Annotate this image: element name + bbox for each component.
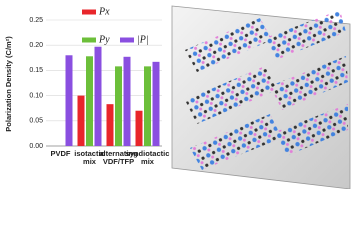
y-tick-label: 0.10 xyxy=(29,92,43,99)
bar xyxy=(135,110,143,146)
bar xyxy=(106,104,114,146)
x-tick-label: syndiotactic mix xyxy=(125,149,170,166)
x-tick-label: isotactic mix xyxy=(74,149,105,166)
legend-swatch xyxy=(82,9,96,15)
chart: Polarization Density (C/m²) 0.00 0.05 0.10… xyxy=(4,5,351,189)
bar xyxy=(86,56,93,147)
bar xyxy=(144,66,151,146)
legend-swatch xyxy=(120,37,134,43)
page: Polarization Density (C/m²) 0.00 0.05 0.10… xyxy=(4,5,351,189)
bar xyxy=(115,66,122,146)
bar xyxy=(94,46,102,146)
y-tick-label: 0.00 xyxy=(29,143,43,150)
bar xyxy=(77,95,85,146)
bar xyxy=(65,55,73,146)
bar xyxy=(152,61,160,146)
x-tick-label: alternating VDF/TFP xyxy=(99,149,138,166)
bar xyxy=(123,56,131,146)
x-tick-label: PVDF xyxy=(50,149,71,158)
legend-label: Py xyxy=(98,34,110,45)
y-tick-label: 0.20 xyxy=(29,42,43,49)
y-axis-label: Polarization Density (C/m²) xyxy=(4,36,13,132)
molecule-illustration xyxy=(171,5,351,189)
legend-swatch xyxy=(82,37,96,43)
y-tick-label: 0.25 xyxy=(29,17,43,24)
legend-label: Px xyxy=(98,6,110,17)
y-tick-label: 0.15 xyxy=(29,67,43,74)
y-tick-label: 0.05 xyxy=(29,118,43,125)
legend-label: |P| xyxy=(137,34,149,45)
